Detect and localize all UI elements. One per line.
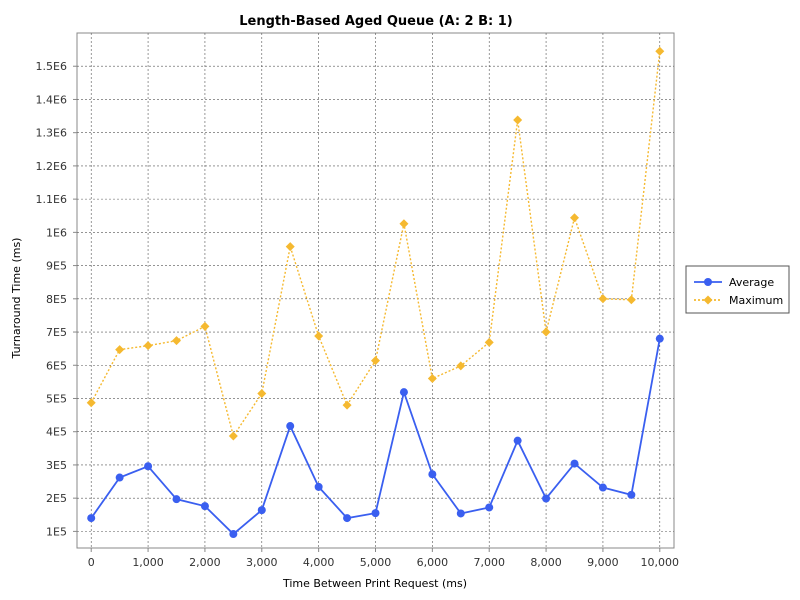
data-point-maximum [143, 341, 153, 351]
y-tick-label: 1.2E6 [36, 160, 67, 173]
data-point-average [200, 502, 209, 511]
x-axis-label: Time Between Print Request (ms) [282, 577, 467, 590]
data-point-maximum [598, 294, 608, 304]
data-point-average [257, 506, 266, 515]
x-tick-label: 7,000 [473, 556, 505, 569]
data-point-maximum [655, 46, 665, 56]
x-tick-label: 4,000 [303, 556, 335, 569]
data-point-average [87, 514, 96, 523]
y-tick-label: 6E5 [46, 359, 67, 372]
data-point-maximum [513, 115, 523, 125]
y-axis-ticks: 1E5 2E5 3E5 4E5 5E5 6E5 7E5 8E5 9E5 1E6 1.1E6 1.2E6… [36, 60, 77, 538]
y-tick-label: 9E5 [46, 260, 67, 273]
legend-marker-average [704, 278, 712, 286]
data-point-average [598, 483, 607, 492]
legend: Average Maximum [685, 265, 790, 314]
x-tick-label: 3,000 [246, 556, 278, 569]
series-layer [86, 46, 665, 539]
data-point-average [286, 422, 295, 431]
data-point-maximum [115, 345, 125, 355]
series-maximum [86, 46, 665, 441]
data-point-maximum [200, 321, 210, 331]
data-point-average [428, 470, 437, 479]
legend-label-maximum: Maximum [729, 294, 783, 307]
y-axis-label: Turnaround Time (ms) [10, 238, 23, 360]
data-point-average [570, 459, 579, 468]
y-tick-label: 1.3E6 [36, 127, 67, 140]
x-tick-label: 1,000 [132, 556, 164, 569]
x-tick-label: 10,000 [641, 556, 680, 569]
data-point-maximum [342, 400, 352, 410]
y-tick-label: 2E5 [46, 492, 67, 505]
x-tick-label: 5,000 [360, 556, 392, 569]
data-point-maximum [626, 295, 636, 305]
data-point-average [542, 494, 551, 503]
data-point-maximum [172, 336, 181, 346]
x-tick-label: 0 [88, 556, 95, 569]
y-tick-label: 1.5E6 [36, 60, 67, 73]
y-tick-label: 3E5 [46, 459, 67, 472]
series-average [87, 334, 664, 539]
x-tick-label: 6,000 [417, 556, 449, 569]
data-point-average [655, 334, 664, 343]
y-tick-label: 7E5 [46, 326, 67, 339]
data-point-maximum [257, 389, 267, 398]
data-point-average [144, 462, 153, 471]
data-point-average [314, 482, 323, 491]
legend-marker-maximum [703, 295, 713, 305]
data-point-average [343, 514, 352, 523]
data-point-average [115, 473, 124, 482]
y-tick-label: 1.1E6 [36, 193, 67, 206]
y-tick-label: 5E5 [46, 392, 67, 405]
data-point-maximum [86, 398, 96, 408]
data-point-maximum [427, 374, 437, 384]
data-point-maximum [399, 219, 409, 229]
data-point-maximum [371, 356, 380, 366]
data-point-average [229, 530, 238, 539]
legend-box [685, 265, 790, 314]
x-axis-ticks: 0 1,000 2,000 3,000 4,000 5,000 6,000 7,000 8,00… [88, 548, 679, 569]
data-point-average [485, 503, 494, 512]
x-tick-label: 8,000 [530, 556, 562, 569]
data-point-average [399, 388, 408, 397]
y-tick-label: 1E6 [46, 226, 67, 239]
data-point-average [456, 509, 465, 518]
data-point-average [627, 490, 636, 499]
data-point-maximum [541, 327, 551, 337]
x-tick-label: 9,000 [587, 556, 619, 569]
chart-title: Length-Based Aged Queue (A: 2 B: 1) [239, 14, 513, 29]
data-point-maximum [285, 242, 295, 252]
legend-label-average: Average [729, 276, 774, 289]
x-tick-label: 2,000 [189, 556, 221, 569]
data-point-maximum [228, 431, 238, 441]
data-point-average [172, 495, 181, 504]
data-point-average [371, 509, 380, 518]
y-tick-label: 1.4E6 [36, 93, 67, 106]
data-point-maximum [314, 331, 324, 341]
y-tick-label: 4E5 [46, 426, 67, 439]
grid [77, 33, 674, 548]
data-point-maximum [456, 361, 466, 371]
data-point-maximum [484, 337, 494, 347]
y-tick-label: 1E5 [46, 525, 67, 538]
data-point-average [513, 436, 522, 445]
data-point-maximum [570, 213, 579, 223]
y-tick-label: 8E5 [46, 293, 67, 306]
